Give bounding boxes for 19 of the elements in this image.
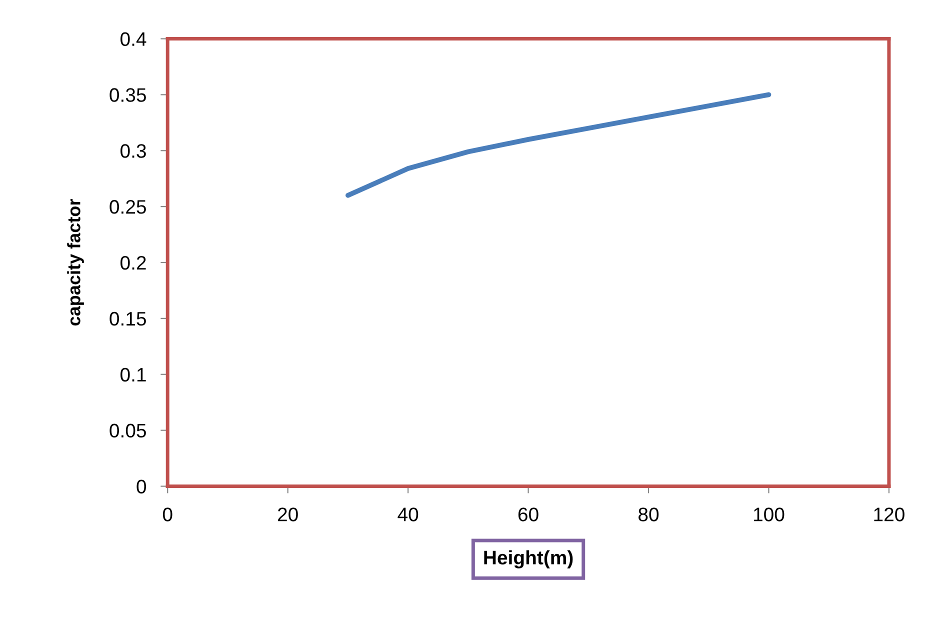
y-tick-label: 0.25 xyxy=(110,200,146,214)
y-tick-label: 0.2 xyxy=(120,256,146,270)
y-axis-title: capacity factor xyxy=(67,199,84,326)
x-tick-label: 120 xyxy=(874,508,904,522)
y-tick-label: 0.15 xyxy=(110,312,146,326)
y-tick-label: 0 xyxy=(136,480,146,494)
x-tick-label: 40 xyxy=(398,508,418,522)
y-tick-label: 0.4 xyxy=(120,32,146,46)
y-tick-label: 0.3 xyxy=(120,144,146,158)
y-tick-label: 0.05 xyxy=(110,424,146,438)
x-tick-label: 20 xyxy=(278,508,298,522)
x-axis-title: Height(m) xyxy=(484,550,573,568)
y-tick-label: 0.1 xyxy=(120,368,146,382)
x-tick-label: 100 xyxy=(754,508,784,522)
x-tick-label: 80 xyxy=(638,508,659,522)
line-series xyxy=(346,92,772,198)
x-tick-label: 0 xyxy=(162,508,172,522)
x-tick-label: 60 xyxy=(518,508,538,522)
y-tick-label: 0.35 xyxy=(110,88,146,102)
